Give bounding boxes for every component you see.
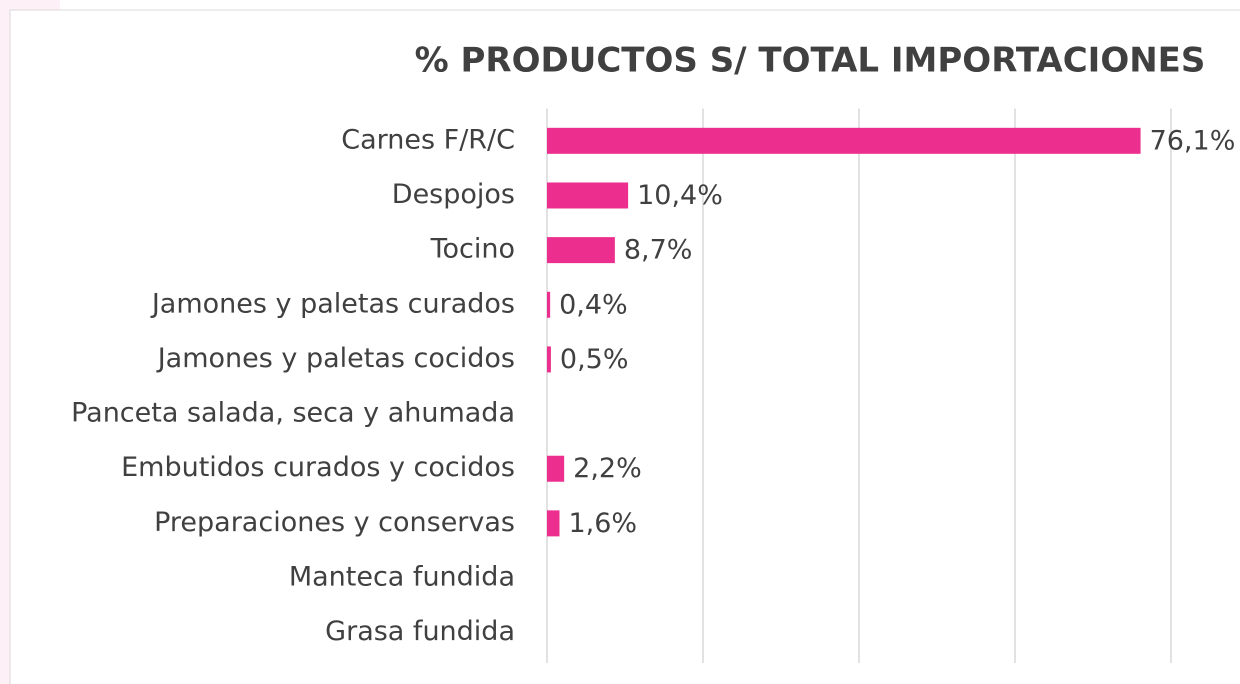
bar xyxy=(547,182,629,209)
chart-frame xyxy=(9,9,1240,684)
bar xyxy=(547,237,615,264)
category-label: Panceta salada, seca y ahumada xyxy=(71,398,515,429)
category-label: Despojos xyxy=(392,179,515,210)
bar xyxy=(547,127,1141,154)
value-label: 10,4% xyxy=(637,180,723,211)
category-label: Preparaciones y conservas xyxy=(154,507,515,538)
chart-title: % PRODUCTOS S/ TOTAL IMPORTACIONES xyxy=(415,41,1206,81)
bar xyxy=(547,510,560,537)
value-label: 0,5% xyxy=(560,344,629,375)
bar xyxy=(547,346,551,373)
value-label: 8,7% xyxy=(624,235,693,266)
category-label: Manteca fundida xyxy=(289,562,515,593)
value-label: 76,1% xyxy=(1150,125,1236,156)
category-label: Jamones y paletas curados xyxy=(150,288,515,319)
category-label: Carnes F/R/C xyxy=(341,124,515,155)
value-label: 0,4% xyxy=(559,289,628,320)
bar xyxy=(547,455,565,482)
category-label: Tocino xyxy=(430,234,515,265)
category-label: Jamones y paletas cocidos xyxy=(156,343,515,374)
value-label: 2,2% xyxy=(573,453,642,484)
value-label: 1,6% xyxy=(568,508,637,539)
bar xyxy=(547,291,551,318)
category-label: Embutidos curados y cocidos xyxy=(121,452,515,483)
category-label: Grasa fundida xyxy=(325,616,515,647)
